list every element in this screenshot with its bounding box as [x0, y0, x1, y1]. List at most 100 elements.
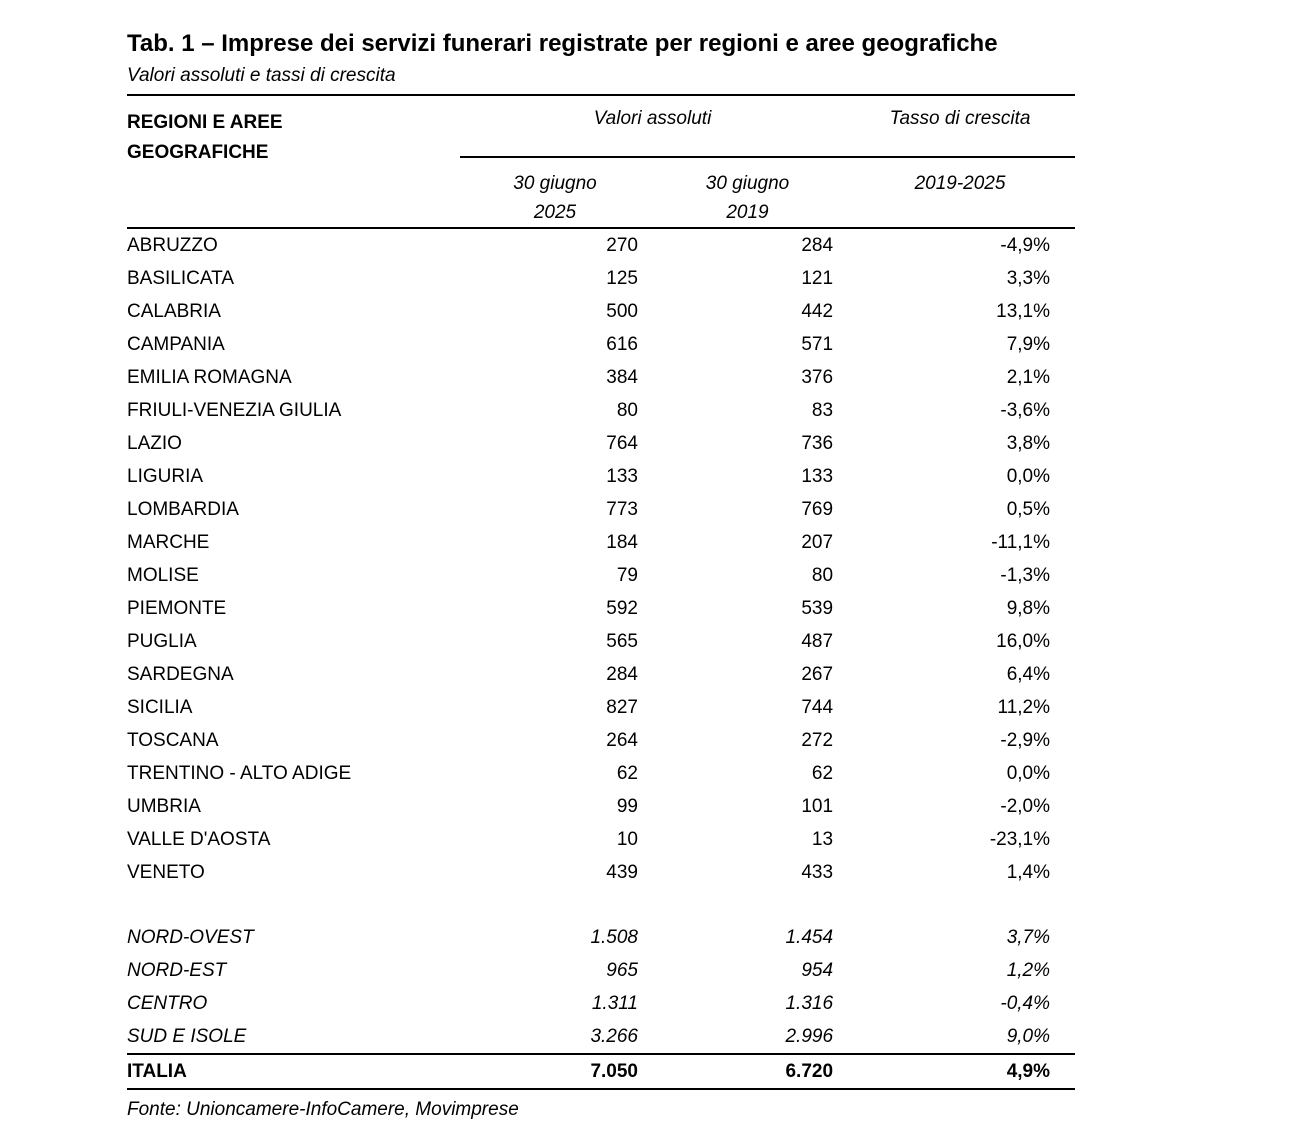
spacer-row [127, 889, 1075, 921]
growth-rate-cell: 9,0% [1006, 1026, 1051, 1048]
region-name-cell: SARDEGNA [127, 664, 234, 686]
growth-rate-cell: 6,4% [1006, 664, 1051, 686]
value-2019-cell: 267 [801, 664, 834, 686]
region-name-cell: PUGLIA [127, 631, 197, 653]
region-name-cell: TOSCANA [127, 730, 219, 752]
table-header: REGIONI E AREE GEOGRAFICHE Valori assolu… [127, 95, 1076, 230]
group-header-valori-assoluti: Valori assoluti [460, 95, 846, 159]
region-name-cell: ABRUZZO [127, 235, 218, 257]
value-2025-cell: 7.050 [460, 1053, 650, 1091]
value-2025-cell: 270 [606, 235, 638, 257]
value-2025-cell: 1.311 [591, 993, 638, 1015]
region-row: PIEMONTE 592 539 9,8% [127, 592, 1075, 625]
value-2025-cell: 264 [606, 730, 638, 752]
value-2025-cell: 10 [616, 829, 638, 851]
value-2025-cell: 616 [606, 334, 638, 356]
region-name-cell: SICILIA [127, 697, 193, 719]
value-2025-cell: 827 [606, 697, 638, 719]
region-name-cell: UMBRIA [127, 796, 201, 818]
growth-rate-cell: 13,1% [996, 301, 1051, 323]
region-name-cell: LOMBARDIA [127, 499, 239, 521]
region-row: LOMBARDIA 773 769 0,5% [127, 493, 1075, 526]
value-2019-cell: 769 [801, 499, 834, 521]
growth-rate-cell: 1,2% [1006, 960, 1051, 982]
column-header-2025: 30 giugno 2025 [460, 157, 650, 230]
value-2019-cell: 442 [801, 301, 834, 323]
column-header-growth: 2019-2025 [845, 157, 1076, 230]
value-2019-cell: 433 [801, 862, 834, 884]
spacer-cell [127, 889, 1075, 921]
region-row: MOLISE 79 80 -1,3% [127, 559, 1075, 592]
region-row: LAZIO 764 736 3,8% [127, 427, 1075, 460]
region-row: VENETO 439 433 1,4% [127, 856, 1075, 889]
sub-header-row: 30 giugno 2025 30 giugno 2019 2019-2025 [127, 157, 1076, 230]
region-name-cell: VALLE D'AOSTA [127, 829, 271, 851]
value-2025-cell: 99 [616, 796, 638, 818]
growth-rate-cell: 2,1% [1006, 367, 1051, 389]
group-header-row: REGIONI E AREE GEOGRAFICHE Valori assolu… [127, 95, 1076, 230]
growth-rate-cell: -1,3% [1000, 565, 1051, 587]
region-row: CALABRIA 500 442 13,1% [127, 295, 1075, 328]
region-name-cell: MOLISE [127, 565, 199, 587]
value-2019-cell: 744 [801, 697, 834, 719]
growth-rate-cell: 0,0% [1006, 466, 1051, 488]
value-2025-cell: 592 [606, 598, 638, 620]
growth-rate-cell: 11,2% [997, 697, 1051, 719]
value-2019-cell: 6.720 [650, 1053, 846, 1091]
column-header-2019: 30 giugno 2019 [650, 157, 846, 230]
region-name-cell: LIGURIA [127, 466, 204, 488]
value-2025-cell: 565 [606, 631, 638, 653]
aggregate-row: SUD E ISOLE 3.266 2.996 9,0% [127, 1020, 1075, 1054]
region-name-cell: CALABRIA [127, 301, 221, 323]
value-2025-cell: 1.508 [590, 927, 638, 949]
aggregate-row: NORD-OVEST 1.508 1.454 3,7% [127, 921, 1075, 954]
total-row: ITALIA 7.050 6.720 4,9% [127, 1053, 1076, 1091]
value-2019-cell: 539 [801, 598, 834, 620]
region-name-cell: LAZIO [127, 433, 182, 455]
value-2019-cell: 13 [811, 829, 834, 851]
region-name-cell: TRENTINO - ALTO ADIGE [127, 763, 352, 785]
value-2025-cell: 80 [616, 400, 638, 422]
source-note: Fonte: Unioncamere-InfoCamere, Movimpres… [127, 1099, 519, 1121]
region-name-cell: EMILIA ROMAGNA [127, 367, 292, 389]
region-name-cell: MARCHE [127, 532, 210, 554]
value-2019-cell: 376 [801, 367, 834, 389]
value-2025-cell: 439 [606, 862, 638, 884]
value-2025-cell: 965 [606, 960, 638, 982]
growth-rate-cell: -3,6% [1000, 400, 1051, 422]
value-2019-cell: 101 [801, 796, 834, 818]
region-name-cell: FRIULI-VENEZIA GIULIA [127, 400, 342, 422]
growth-rate-cell: 0,5% [1006, 499, 1051, 521]
value-2025-cell: 384 [606, 367, 638, 389]
column-header-2019-line2: 2019 [726, 201, 769, 223]
group-header-tasso-crescita: Tasso di crescita [845, 95, 1076, 159]
region-row: SARDEGNA 284 267 6,4% [127, 658, 1075, 691]
region-name-cell: BASILICATA [127, 268, 234, 290]
region-name-cell: CENTRO [127, 993, 208, 1015]
value-2019-cell: 133 [801, 466, 834, 488]
growth-rate-cell: -11,1% [991, 532, 1051, 554]
table-subtitle: Valori assoluti e tassi di crescita [127, 64, 396, 86]
value-2019-cell: 62 [811, 763, 834, 785]
value-2019-cell: 121 [801, 268, 834, 290]
value-2025-cell: 3.266 [590, 1026, 638, 1048]
region-row: LIGURIA 133 133 0,0% [127, 460, 1075, 493]
value-2019-cell: 487 [801, 631, 834, 653]
column-header-2019-line1: 30 giugno [705, 173, 790, 195]
value-2019-cell: 1.454 [785, 927, 834, 949]
region-row: UMBRIA 99 101 -2,0% [127, 790, 1075, 823]
value-2025-cell: 284 [606, 664, 638, 686]
growth-rate-cell: 9,8% [1006, 598, 1051, 620]
value-2019-cell: 1.316 [785, 993, 834, 1015]
region-column-header: REGIONI E AREE GEOGRAFICHE [127, 95, 460, 230]
table-title: Tab. 1 – Imprese dei servizi funerari re… [127, 30, 998, 57]
value-2025-cell: 500 [606, 301, 638, 323]
growth-rate-cell: 3,7% [1006, 927, 1051, 949]
growth-rate-cell: 0,0% [1006, 763, 1051, 785]
growth-rate-cell: 1,4% [1006, 862, 1051, 884]
region-row: TRENTINO - ALTO ADIGE 62 62 0,0% [127, 757, 1075, 790]
region-name-cell: PIEMONTE [127, 598, 227, 620]
value-2019-cell: 207 [801, 532, 834, 554]
value-2019-cell: 571 [801, 334, 834, 356]
